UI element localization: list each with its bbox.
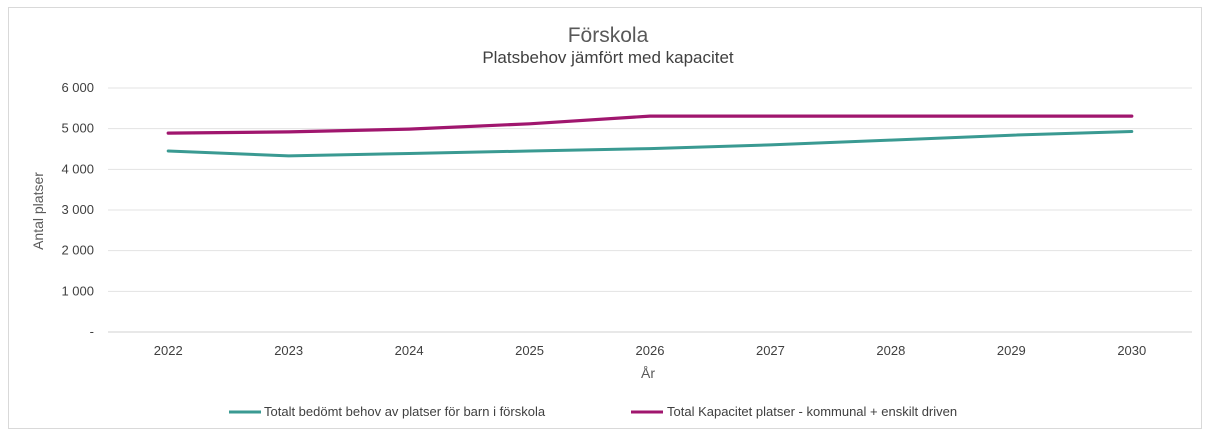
y-tick-label: 4 000 — [61, 161, 94, 176]
chart-subtitle: Platsbehov jämfört med kapacitet — [482, 48, 734, 67]
y-tick-label: 6 000 — [61, 80, 94, 95]
y-axis-label: Antal platser — [30, 172, 46, 250]
legend: Totalt bedömt behov av platser för barn … — [229, 404, 957, 419]
x-tick-label: 2026 — [636, 343, 665, 358]
series-line-1 — [166, 130, 1134, 158]
x-tick-label: 2023 — [274, 343, 303, 358]
chart-title: Förskola — [568, 24, 649, 47]
y-tick-label: 1 000 — [61, 283, 94, 298]
y-tick-label: 5 000 — [61, 121, 94, 136]
x-tick-label: 2024 — [395, 343, 424, 358]
chart-frame — [8, 7, 1202, 429]
y-tick-label: 3 000 — [61, 202, 94, 217]
y-tick-label: - — [90, 324, 94, 339]
x-axis-label: År — [641, 365, 655, 381]
gridlines — [108, 87, 1192, 333]
x-axis-ticks: 2022 2023 2024 2025 2026 2027 2028 2029 2030 — [154, 343, 1146, 358]
legend-label-1: Totalt bedömt behov av platser för barn … — [264, 404, 546, 419]
series-line-2 — [166, 114, 1134, 135]
legend-label-2: Total Kapacitet platser - kommunal + ens… — [667, 404, 957, 419]
x-tick-label: 2027 — [756, 343, 785, 358]
x-tick-label: 2022 — [154, 343, 183, 358]
x-tick-label: 2028 — [876, 343, 905, 358]
y-tick-label: 2 000 — [61, 243, 94, 258]
x-tick-label: 2025 — [515, 343, 544, 358]
series-lines — [166, 114, 1134, 158]
y-axis-ticks: - 1 000 2 000 3 000 4 000 5 000 6 000 — [61, 80, 94, 339]
x-tick-label: 2030 — [1117, 343, 1146, 358]
x-tick-label: 2029 — [997, 343, 1026, 358]
